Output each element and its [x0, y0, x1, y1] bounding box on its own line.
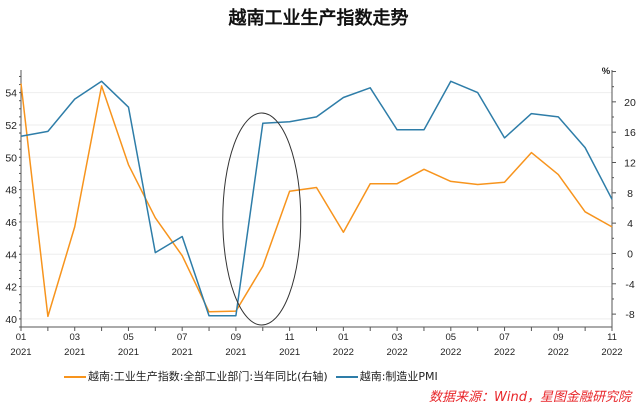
left-tick-label: 44: [5, 249, 17, 261]
left-tick-label: 48: [5, 185, 17, 197]
left-tick-label: 46: [5, 217, 17, 229]
right-axis-unit: %: [602, 66, 611, 77]
right-tick-label: 0: [627, 248, 633, 260]
x-tick-label-year: 2022: [333, 347, 354, 358]
right-tick-label: -4: [625, 279, 634, 291]
legend-item-ip: 越南:工业生产指数:全部工业部门:当年同比(右轴): [64, 368, 328, 384]
x-tick-label-year: 2021: [279, 347, 300, 358]
x-tick-label-year: 2021: [118, 347, 139, 358]
x-tick-label-month: 01: [338, 332, 349, 343]
chart-title: 越南工业生产指数走势: [228, 8, 409, 29]
x-tick-label-month: 11: [285, 332, 295, 343]
x-tick-label-month: 11: [607, 332, 617, 343]
x-tick-label-month: 03: [392, 332, 403, 343]
legend-item-pmi: 越南:制造业PMI: [335, 368, 438, 384]
x-tick-label-year: 2022: [440, 347, 461, 358]
right-tick-label: -8: [625, 309, 634, 321]
legend: 越南:工业生产指数:全部工业部门:当年同比(右轴) 越南:制造业PMI: [64, 368, 438, 384]
x-tick-label-month: 05: [123, 332, 134, 343]
x-tick-label-month: 09: [553, 332, 564, 343]
legend-label: 越南:工业生产指数:全部工业部门:当年同比(右轴): [88, 370, 328, 383]
annotation-ellipse: [222, 112, 302, 326]
x-tick-label-year: 2021: [172, 347, 193, 358]
right-tick-label: 8: [627, 188, 633, 200]
x-tick-label-year: 2021: [64, 347, 85, 358]
x-tick-label-year: 2021: [10, 347, 31, 358]
x-tick-label-month: 03: [69, 332, 80, 343]
x-tick-label-year: 2022: [548, 347, 569, 358]
legend-swatch-orange: [64, 376, 86, 378]
left-tick-label: 50: [5, 152, 17, 164]
x-tick-label-month: 07: [499, 332, 510, 343]
x-tick-label-month: 05: [446, 332, 457, 343]
left-tick-label: 42: [5, 282, 17, 294]
x-tick-label-year: 2022: [494, 347, 515, 358]
right-tick-label: 12: [624, 157, 636, 169]
left-tick-label: 40: [5, 314, 17, 326]
left-tick-label: 52: [5, 120, 17, 132]
x-tick-label-year: 2021: [225, 347, 246, 358]
x-tick-label-year: 2022: [387, 347, 408, 358]
right-tick-label: 16: [624, 127, 636, 139]
source-note: 数据来源：Wind，星图金融研究院: [429, 390, 631, 405]
legend-label: 越南:制造业PMI: [359, 370, 438, 383]
right-tick-label: 20: [624, 97, 636, 109]
x-tick-label-year: 2022: [601, 347, 622, 358]
x-tick-label-month: 07: [177, 332, 188, 343]
right-tick-label: 4: [627, 218, 633, 230]
series-line-industrial-production: [20, 83, 613, 318]
left-tick-label: 54: [5, 88, 17, 100]
x-tick-label-month: 01: [16, 332, 27, 343]
legend-swatch-blue: [335, 376, 358, 378]
x-tick-label-month: 09: [231, 332, 242, 343]
series-line-pmi: [20, 80, 613, 317]
